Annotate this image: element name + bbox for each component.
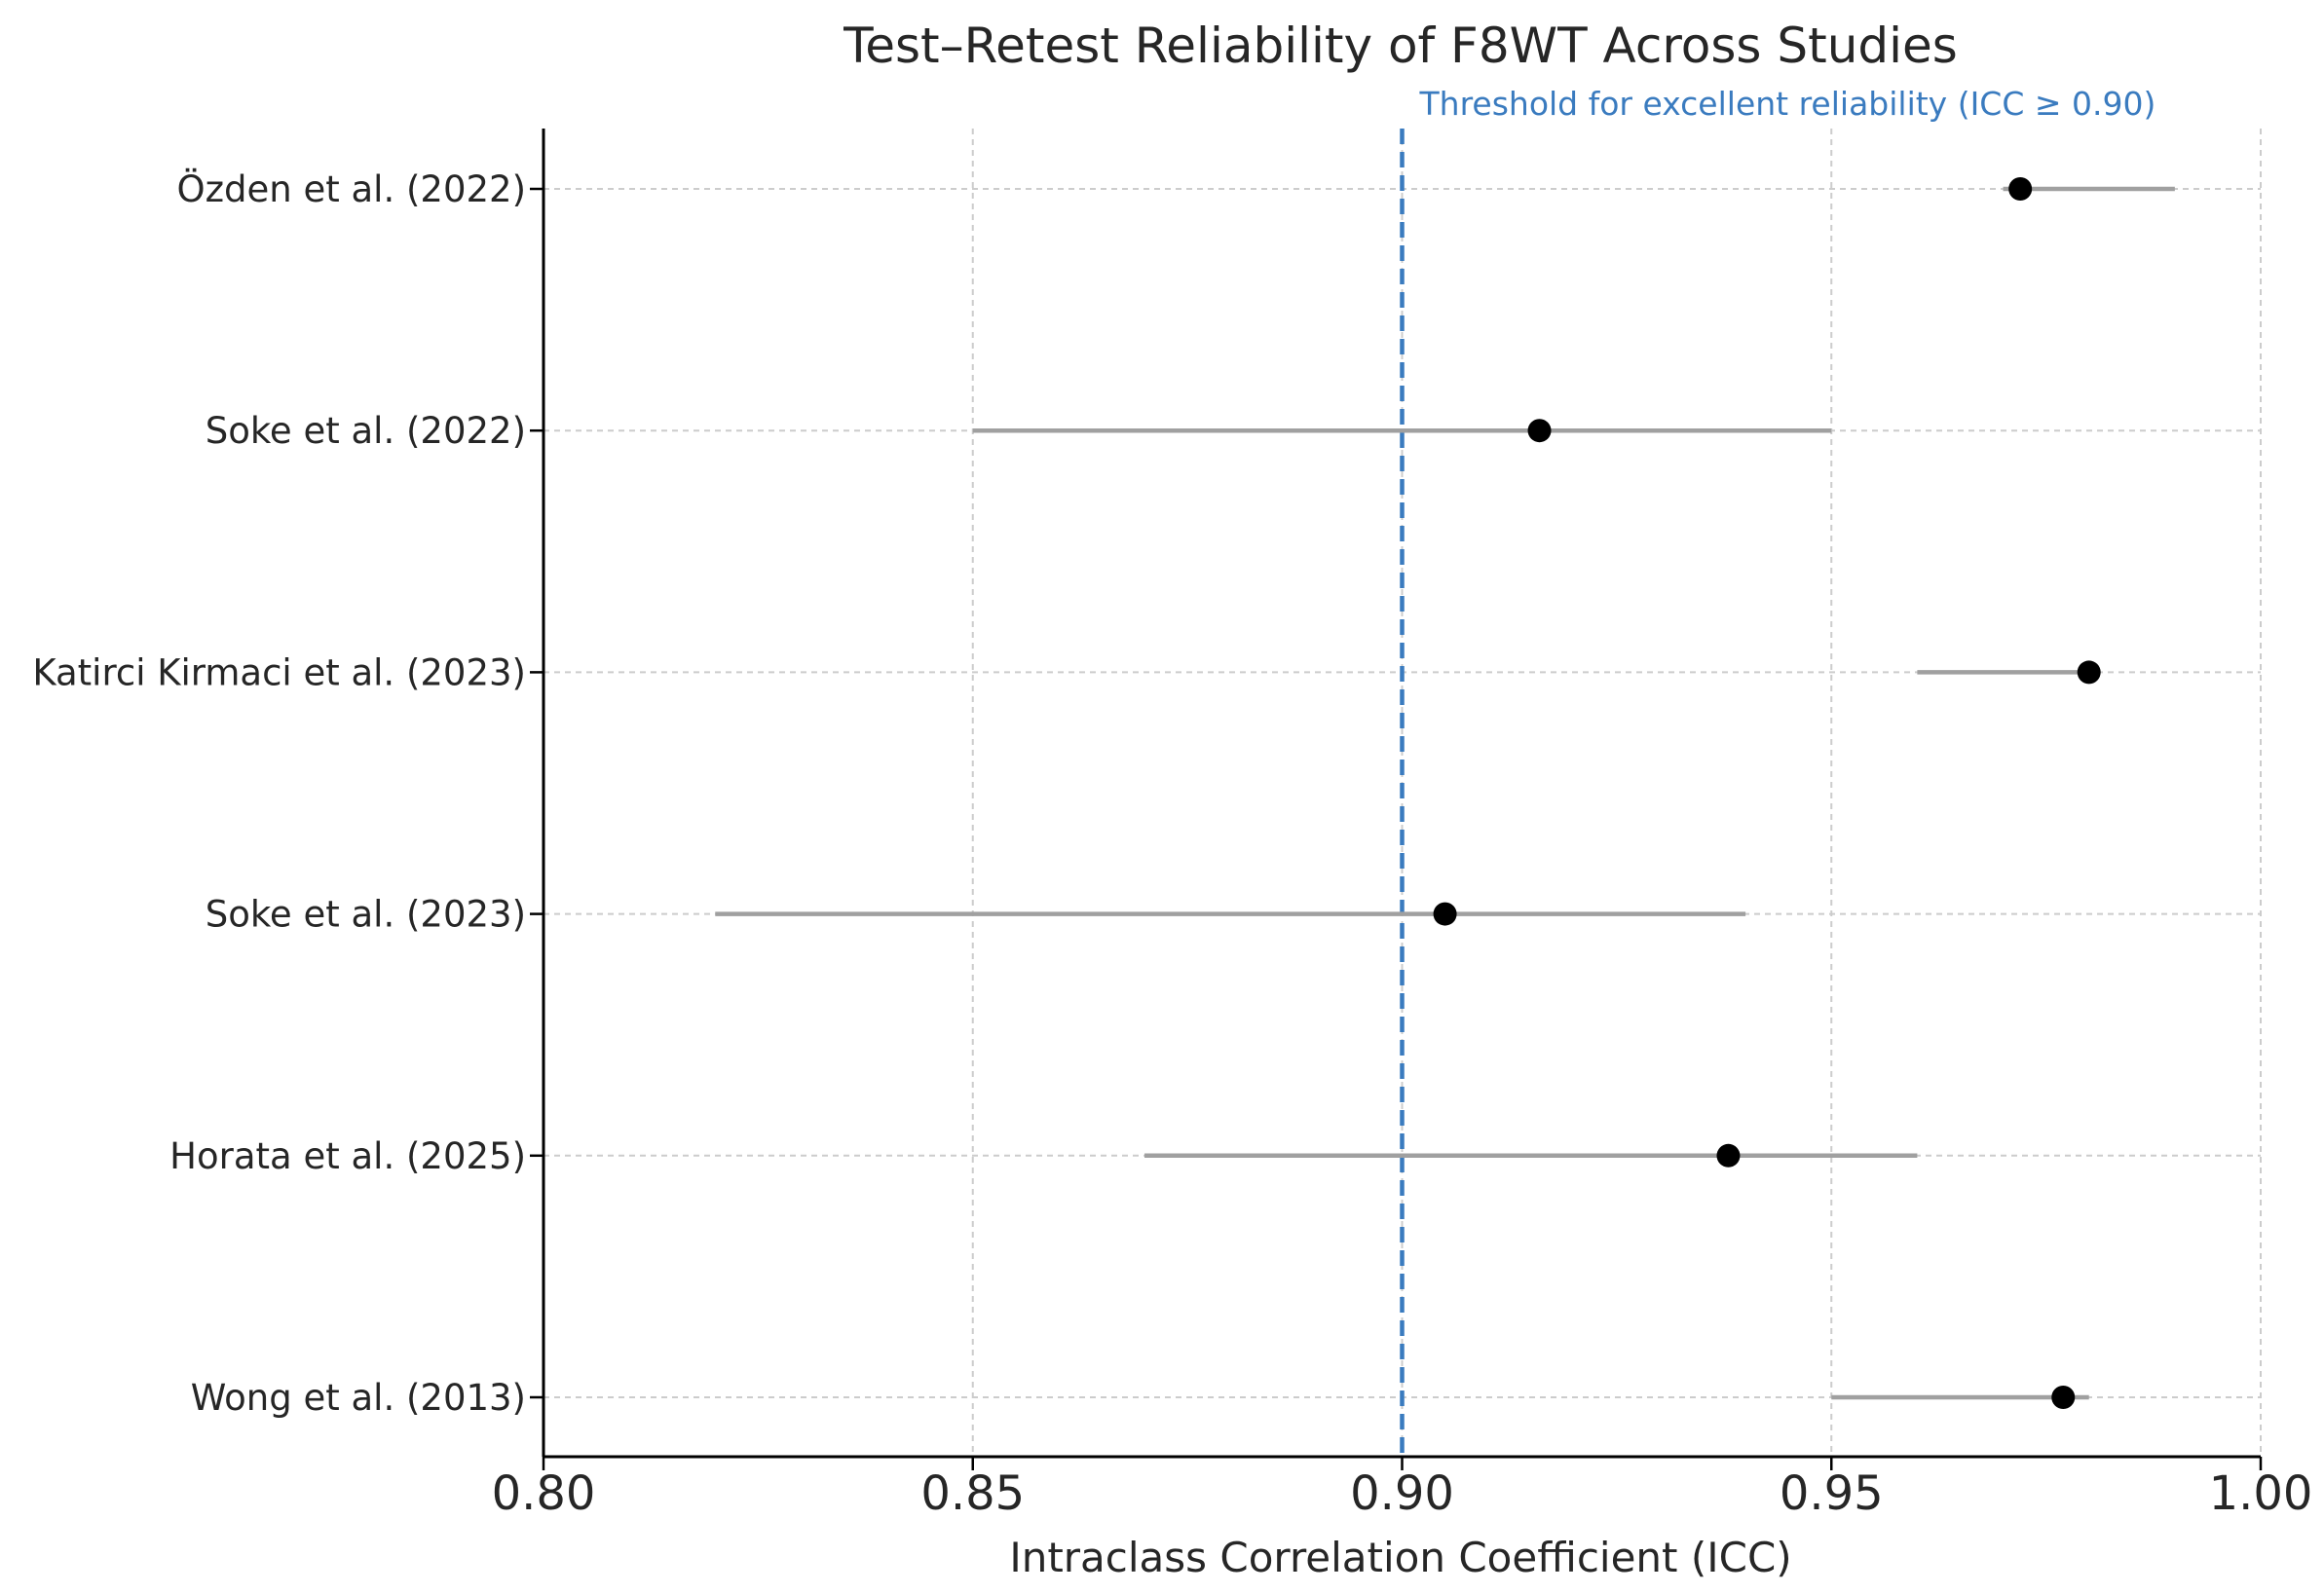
y-tick-label: Wong et al. (2013) — [191, 1377, 526, 1419]
x-tick-labels: 0.80 0.85 0.90 0.95 1.00 — [492, 1466, 2313, 1521]
x-axis-label: Intraclass Correlation Coefficient (ICC) — [1009, 1534, 1791, 1581]
y-tick-label: Soke et al. (2023) — [206, 894, 526, 936]
x-tick-label: 0.85 — [920, 1466, 1025, 1521]
y-tick-label: Horata et al. (2025) — [169, 1135, 526, 1177]
point-layer — [1433, 177, 2101, 1409]
data-point — [1433, 902, 1457, 926]
data-point — [2008, 177, 2033, 201]
y-tick-label: Katirci Kirmaci et al. (2023) — [32, 651, 526, 693]
confidence-interval-layer — [715, 186, 2175, 1400]
x-tick-label: 0.90 — [1350, 1466, 1454, 1521]
axis-layer — [530, 129, 2263, 1470]
data-point — [1716, 1143, 1741, 1168]
data-point — [2051, 1386, 2076, 1409]
x-tick-label: 0.80 — [492, 1466, 596, 1521]
y-tick-labels: Özden et al. (2022) Soke et al. (2022) Kat… — [32, 168, 526, 1419]
data-point — [1527, 419, 1552, 443]
threshold-label: Threshold for excellent reliability (ICC… — [1419, 85, 2156, 123]
x-tick-label: 1.00 — [2209, 1466, 2313, 1521]
data-point — [2077, 660, 2101, 685]
y-tick-label: Soke et al. (2022) — [206, 410, 526, 452]
x-tick-label: 0.95 — [1780, 1466, 1884, 1521]
chart-title: Test–Retest Reliability of F8WT Across S… — [843, 18, 1958, 74]
reference-layer: Threshold for excellent reliability (ICC… — [1400, 85, 2156, 1457]
y-tick-label: Özden et al. (2022) — [176, 168, 526, 210]
